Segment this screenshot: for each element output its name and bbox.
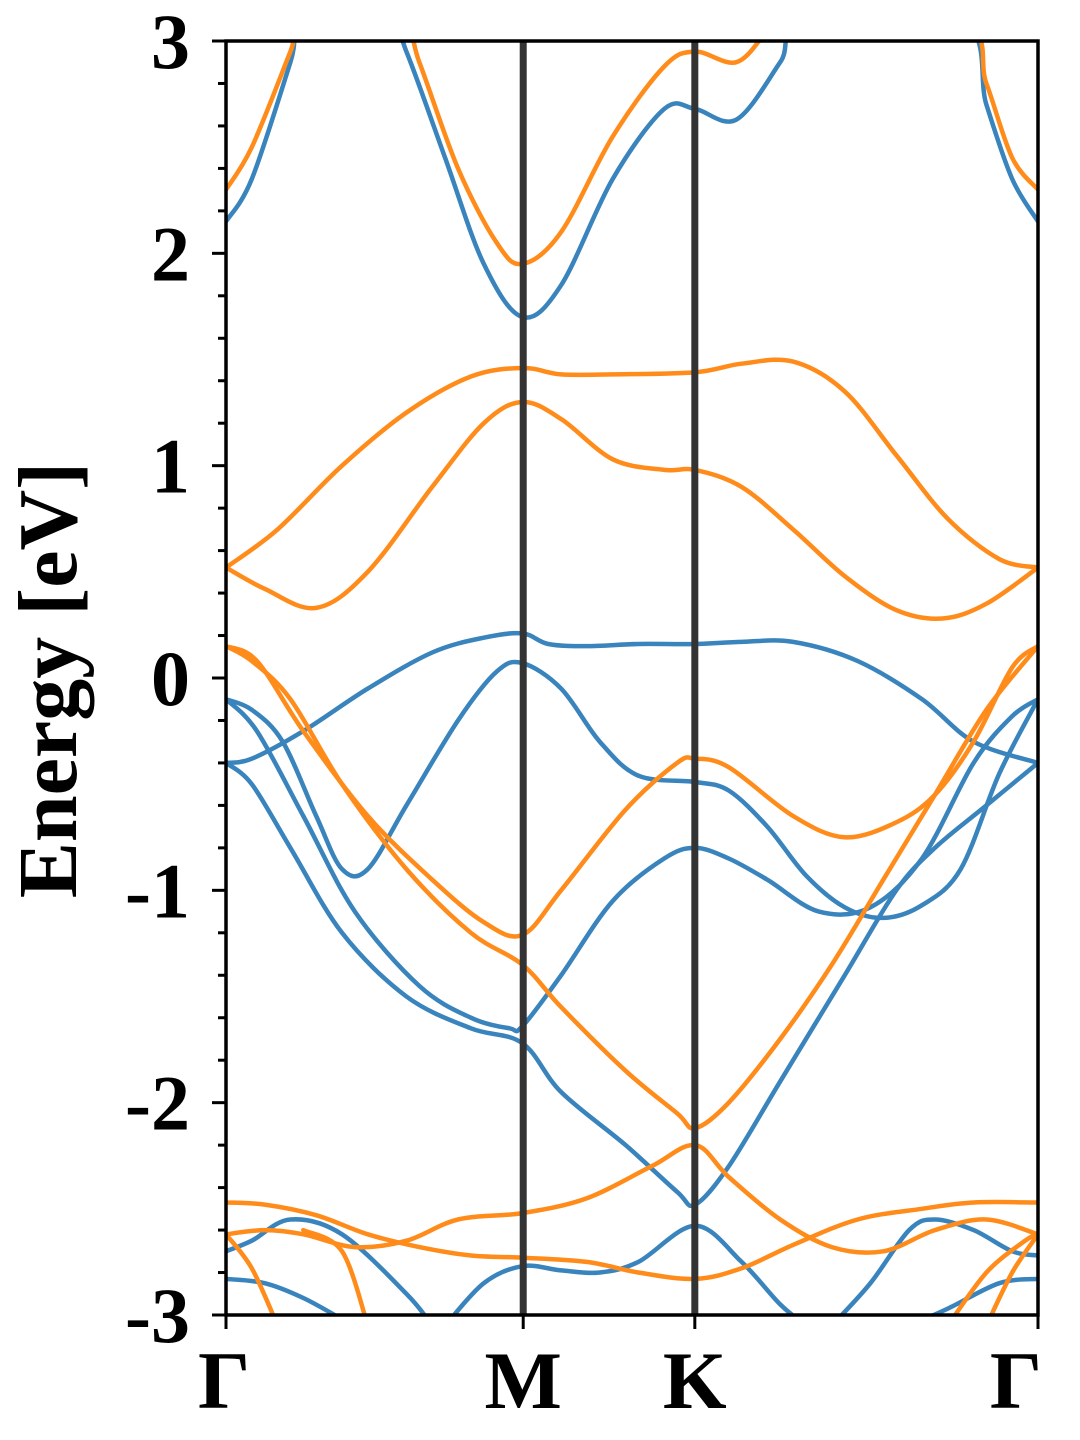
plot-border — [224, 39, 1040, 1317]
y-tick-label: 0 — [151, 635, 190, 722]
spin-up-band-0 — [226, 41, 1038, 320]
x-tick-label-k: K — [663, 1335, 727, 1426]
x-tick-label-gamma: Γ — [198, 1335, 250, 1426]
spin-down-band-20 — [952, 1232, 1038, 1315]
x-tick-label-gamma: Γ — [990, 1335, 1042, 1426]
y-tick-label: 3 — [151, 0, 190, 85]
spin-down-band-18 — [301, 1227, 367, 1315]
spin-down-band-15 — [226, 1199, 1038, 1282]
spin-down-band-16 — [226, 1142, 1038, 1255]
y-axis-ticks: -3 -2 -1 0 1 2 3 — [125, 0, 226, 1359]
spin-up-band-4 — [226, 760, 1038, 1209]
spin-down-band-14 — [226, 643, 1038, 1131]
spin-down-band-11 — [226, 357, 1038, 570]
plot-frame — [224, 39, 1040, 1317]
spin-down-band-17 — [226, 1232, 276, 1315]
y-tick-label: -3 — [125, 1272, 190, 1359]
spin-up-band-7 — [451, 1223, 796, 1315]
y-axis-label: Energy [eV] — [2, 462, 95, 898]
spin-up-band-2 — [226, 659, 1038, 921]
y-tick-label: -2 — [125, 1060, 190, 1147]
y-tick-label: 1 — [151, 423, 190, 510]
band-lines — [226, 41, 1038, 1315]
y-tick-label: 2 — [151, 210, 190, 297]
spin-up-band-5 — [226, 1217, 428, 1315]
spin-up-band-6 — [226, 1276, 340, 1315]
high-symmetry-lines — [519, 41, 699, 1315]
spin-down-band-10 — [226, 41, 1038, 267]
spin-up-band-1 — [226, 630, 1038, 766]
y-tick-label: -1 — [125, 847, 190, 934]
spin-down-band-12 — [226, 399, 1038, 621]
spin-up-band-8 — [838, 1217, 1038, 1315]
spin-up-band-9 — [928, 1276, 1038, 1315]
x-tick-label-m: M — [485, 1335, 562, 1426]
